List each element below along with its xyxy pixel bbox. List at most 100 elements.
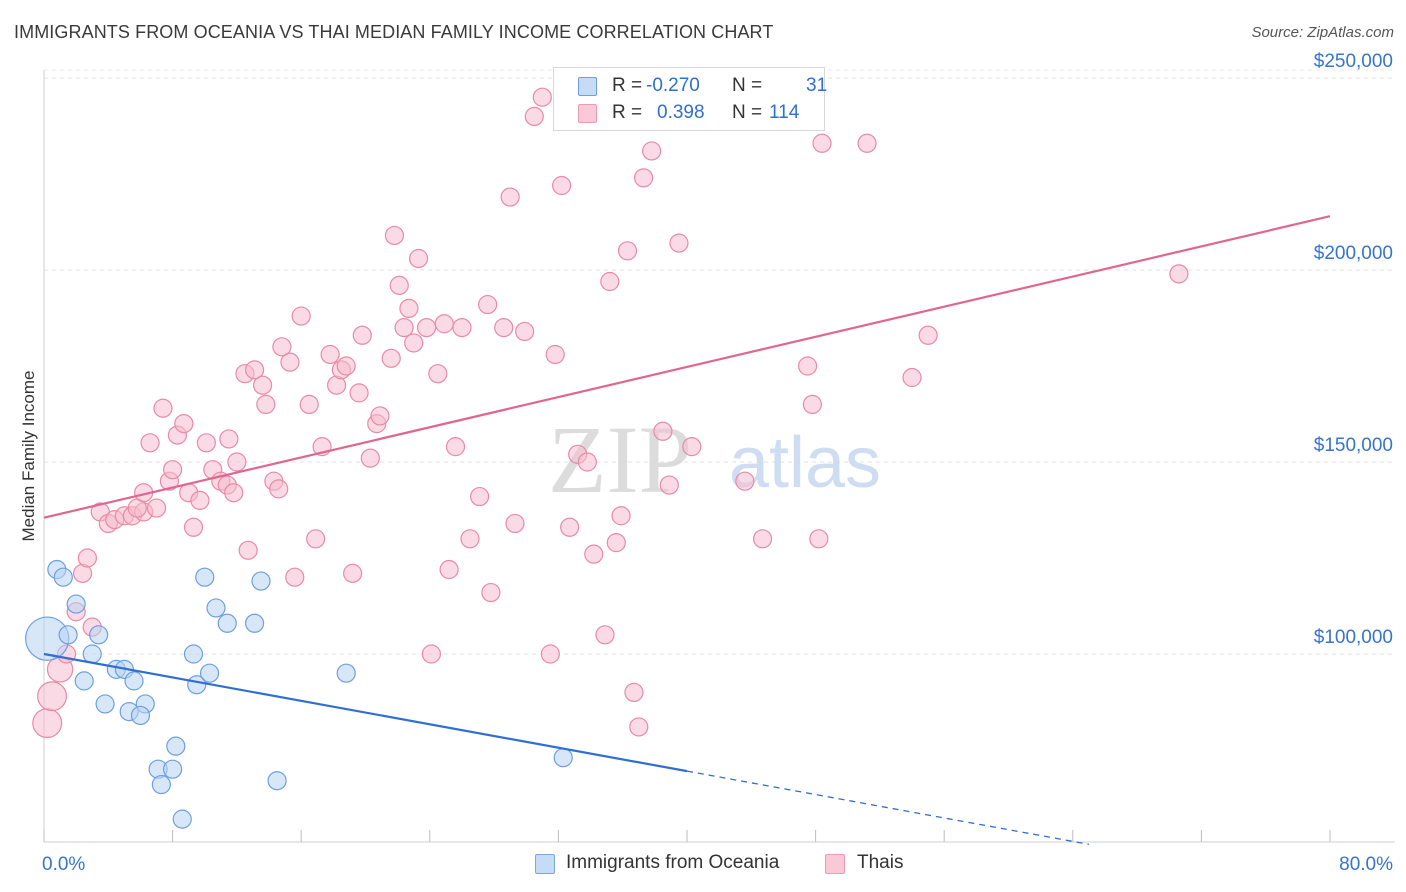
data-point — [389, 275, 409, 295]
data-point — [416, 318, 437, 338]
data-point — [918, 325, 938, 345]
data-point — [190, 490, 210, 510]
data-point — [857, 133, 877, 153]
data-point — [166, 736, 186, 756]
data-point — [1169, 264, 1189, 284]
legend-r-value: -0.270 — [646, 75, 700, 96]
data-point — [124, 671, 144, 691]
data-point — [452, 318, 472, 338]
data-point — [682, 437, 702, 457]
data-point — [505, 513, 525, 534]
data-point — [428, 364, 448, 384]
tick-labels: $100,000 $150,000 $200,000 $250,000 0.0% 80.0… — [42, 51, 1393, 875]
data-point — [552, 175, 572, 196]
data-point — [812, 133, 832, 153]
y-tick-label: $250,000 — [1314, 51, 1393, 72]
data-point — [653, 421, 673, 441]
legend-swatch-oceania — [578, 77, 597, 96]
data-point — [532, 87, 552, 107]
data-point — [349, 383, 369, 403]
data-point — [285, 567, 305, 587]
data-point — [58, 625, 78, 645]
legend-label-thais: Thais — [857, 852, 904, 873]
trend-line-extension — [686, 770, 1089, 845]
data-point — [809, 529, 829, 549]
data-point — [163, 759, 183, 779]
series-oceania — [25, 559, 573, 829]
data-point — [291, 306, 311, 326]
data-point — [460, 529, 480, 549]
data-point — [370, 406, 390, 426]
data-point — [196, 433, 216, 453]
data-point — [336, 356, 356, 376]
data-point — [153, 398, 173, 418]
data-point — [140, 433, 160, 453]
data-point — [595, 625, 615, 645]
data-point — [360, 448, 380, 468]
data-point — [494, 318, 514, 338]
data-point — [611, 506, 631, 526]
data-point — [797, 356, 818, 376]
chart-title: IMMIGRANTS FROM OCEANIA VS THAI MEDIAN F… — [14, 22, 774, 42]
legend-n-value: 114 — [769, 102, 800, 123]
source-label: Source: ZipAtlas.com — [1251, 24, 1394, 41]
data-point — [384, 225, 405, 246]
data-point — [320, 344, 340, 365]
data-point — [343, 563, 363, 583]
data-point — [404, 333, 424, 353]
data-point — [584, 544, 604, 564]
data-point — [130, 705, 151, 726]
data-point — [434, 314, 454, 334]
data-point — [669, 233, 689, 253]
data-point — [77, 548, 98, 568]
data-point — [540, 644, 560, 664]
legend-n-label: N = — [732, 75, 763, 96]
watermark-zip: ZIP — [548, 406, 692, 513]
legend-swatch-thais — [825, 854, 845, 874]
data-point — [32, 708, 63, 739]
x-tick-label: 0.0% — [42, 854, 85, 875]
y-tick-label: $150,000 — [1314, 435, 1393, 456]
data-point — [174, 414, 194, 434]
data-point — [199, 663, 220, 683]
legend-r-label: R = — [612, 102, 643, 123]
legend-label-oceania: Immigrants from Oceania — [566, 852, 780, 873]
data-point — [238, 540, 258, 560]
series-thais — [32, 87, 1189, 739]
correlation-legend: R = -0.270 N = 31 R = 0.398 N = 114 — [553, 67, 828, 131]
data-point — [217, 613, 237, 633]
data-point — [545, 344, 565, 365]
data-point — [352, 325, 372, 345]
data-point — [269, 479, 289, 499]
data-point — [251, 571, 271, 591]
legend-r-value: 0.398 — [657, 102, 705, 123]
data-point — [37, 681, 68, 712]
grid-lines — [44, 69, 1395, 655]
data-point — [481, 582, 501, 603]
data-point — [244, 360, 265, 380]
data-point — [500, 187, 520, 207]
data-point — [600, 271, 620, 292]
legend-r-label: R = — [612, 75, 643, 96]
data-point — [408, 248, 429, 269]
data-point — [381, 348, 401, 368]
data-point — [306, 529, 326, 549]
data-point — [470, 486, 490, 507]
legend-n-label: N = — [732, 102, 763, 123]
data-point — [163, 460, 183, 480]
legend-swatch-thais — [578, 104, 597, 123]
data-point — [524, 106, 544, 127]
data-point — [515, 321, 535, 342]
data-point — [195, 567, 215, 587]
data-point — [224, 483, 244, 503]
data-point — [53, 567, 73, 587]
data-point — [183, 517, 204, 537]
data-point — [553, 748, 573, 768]
data-point — [629, 717, 649, 737]
legend-n-value: 31 — [806, 75, 828, 96]
data-point — [267, 771, 287, 791]
data-point — [219, 429, 239, 449]
x-tick-label: 80.0% — [1339, 854, 1393, 875]
trend-line — [43, 215, 1331, 519]
data-point — [74, 671, 94, 691]
